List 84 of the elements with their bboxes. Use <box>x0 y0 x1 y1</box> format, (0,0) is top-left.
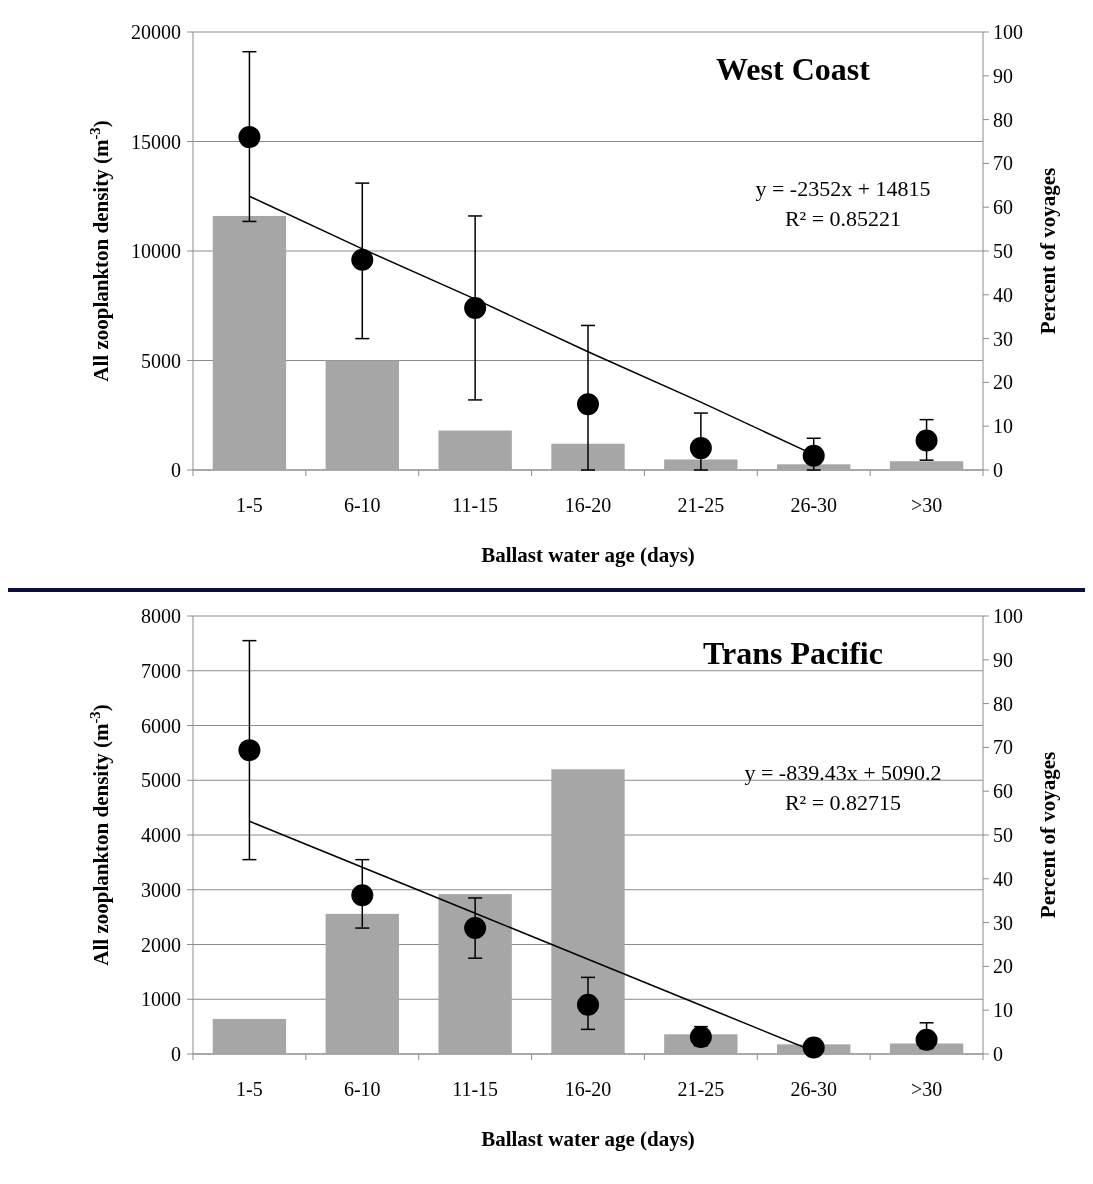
y2-tick-label: 60 <box>993 196 1013 219</box>
y2-tick-label: 80 <box>993 108 1013 131</box>
bar <box>325 913 399 1054</box>
x-tick-label: 16-20 <box>564 494 612 516</box>
x-tick-label: 21-25 <box>677 1078 725 1100</box>
y2-tick-label: 0 <box>993 1043 1003 1065</box>
x-tick-label: 11-15 <box>452 1078 499 1100</box>
y-tick-label: 5000 <box>141 769 181 792</box>
x-axis-title: Ballast water age (days) <box>481 543 695 567</box>
point <box>238 126 261 149</box>
y2-tick-label: 90 <box>993 64 1013 87</box>
bar <box>777 464 851 470</box>
text: Trans Pacific <box>703 635 883 671</box>
point <box>802 444 825 467</box>
y-tick-label: 10000 <box>131 240 181 262</box>
y-tick-label: 4000 <box>141 824 181 846</box>
y2-tick-label: 20 <box>993 955 1013 978</box>
point <box>351 884 374 907</box>
y-tick-label: 0 <box>171 1043 181 1065</box>
x-tick-label: 26-30 <box>790 1078 838 1100</box>
point <box>915 1028 938 1051</box>
x-tick-label: 26-30 <box>790 494 838 516</box>
y-tick-label: 8000 <box>141 605 181 627</box>
x-axis-title: Ballast water age (days) <box>481 1127 695 1151</box>
y2-tick-label: 70 <box>993 152 1013 175</box>
point <box>689 437 712 460</box>
y-tick-label: 20000 <box>131 21 181 43</box>
x-tick-label: 1-5 <box>236 494 263 516</box>
y2-tick-label: 90 <box>993 648 1013 671</box>
bar <box>325 360 399 470</box>
point <box>802 1036 825 1059</box>
point <box>351 248 374 271</box>
y2-tick-label: 70 <box>993 736 1013 759</box>
x-tick-label: 21-25 <box>677 494 725 516</box>
y-tick-label: 15000 <box>131 130 181 153</box>
text: West Coast <box>716 51 871 87</box>
y-tick-label: 2000 <box>141 933 181 956</box>
point <box>464 296 487 319</box>
y2-tick-label: 60 <box>993 780 1013 803</box>
y2-tick-label: 10 <box>993 999 1013 1022</box>
point <box>238 739 261 762</box>
bar <box>438 894 512 1054</box>
bar <box>212 1018 287 1054</box>
bar <box>438 430 512 470</box>
annotation: R² = 0.85221 <box>784 206 902 231</box>
bar <box>551 769 625 1054</box>
y2-tick-label: 40 <box>993 283 1013 306</box>
y2-tick-label: 80 <box>993 692 1013 715</box>
y-tick-label: 5000 <box>141 349 181 372</box>
x-tick-label: 1-5 <box>236 1078 263 1100</box>
y2-tick-label: 10 <box>993 415 1013 438</box>
x-tick-label: >30 <box>910 1078 943 1100</box>
annotation: y = -839.43x + 5090.2 <box>744 760 942 785</box>
y2-tick-label: 50 <box>993 240 1013 262</box>
y2-tick-label: 20 <box>993 371 1013 394</box>
x-tick-label: 6-10 <box>343 494 381 516</box>
y-tick-label: 0 <box>171 459 181 481</box>
y2-tick-label: 100 <box>993 605 1023 627</box>
point <box>915 429 938 452</box>
y2-axis-title: Percent of voyages <box>1036 751 1060 919</box>
bar <box>664 459 738 470</box>
y2-tick-label: 40 <box>993 867 1013 890</box>
point <box>577 993 599 1016</box>
y-tick-label: 6000 <box>141 714 181 737</box>
x-tick-label: >30 <box>910 494 943 516</box>
point <box>464 917 487 940</box>
y2-tick-label: 30 <box>993 327 1013 350</box>
y2-tick-label: 0 <box>993 459 1003 481</box>
x-tick-label: 11-15 <box>452 494 499 516</box>
y-tick-label: 7000 <box>141 659 181 682</box>
y2-tick-label: 30 <box>993 911 1013 934</box>
annotation: R² = 0.82715 <box>784 790 902 815</box>
y2-tick-label: 100 <box>993 21 1023 43</box>
x-tick-label: 6-10 <box>343 1078 381 1100</box>
annotation: y = -2352x + 14815 <box>755 176 931 201</box>
x-tick-label: 16-20 <box>564 1078 612 1100</box>
y2-axis-title: Percent of voyages <box>1036 167 1060 335</box>
point <box>577 393 599 416</box>
y2-tick-label: 50 <box>993 824 1013 846</box>
bar <box>551 443 625 470</box>
bar <box>212 215 287 470</box>
y-tick-label: 1000 <box>141 988 181 1011</box>
y-tick-label: 3000 <box>141 878 181 901</box>
bar <box>889 461 964 470</box>
